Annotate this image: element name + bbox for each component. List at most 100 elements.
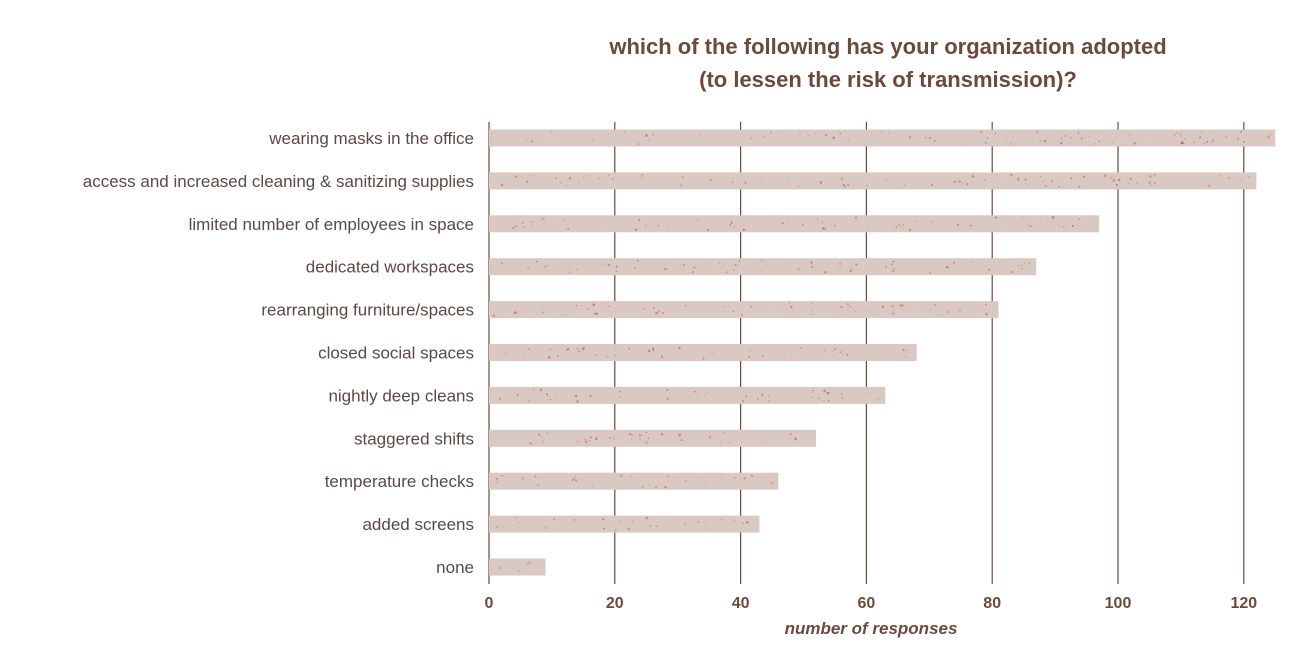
bar-speckle xyxy=(902,349,905,352)
bar-speckle xyxy=(1267,135,1270,139)
bar-speckle xyxy=(734,263,737,267)
bar-speckle xyxy=(702,357,705,360)
bar-speckle xyxy=(586,174,588,176)
bar-speckle xyxy=(549,130,552,133)
bar-speckle xyxy=(573,519,576,521)
bar-speckle xyxy=(523,226,526,228)
bar-speckle xyxy=(586,308,589,310)
bar-speckle xyxy=(953,180,956,183)
bar-speckle xyxy=(1007,260,1009,262)
bar-speckle xyxy=(801,224,804,226)
category-labels: wearing masks in the office access and in… xyxy=(83,129,474,577)
bar-speckle xyxy=(850,267,853,269)
bar-speckle xyxy=(928,137,931,139)
bar-speckle xyxy=(614,529,617,532)
bar-speckle xyxy=(720,475,722,477)
x-tick-label-60: 60 xyxy=(858,595,876,612)
bar-speckle xyxy=(525,180,529,183)
bar-speckle xyxy=(504,352,507,355)
bar-speckle xyxy=(901,223,905,227)
bar-speckle xyxy=(791,355,793,357)
bar-speckle xyxy=(854,216,858,219)
bar-speckle xyxy=(627,527,630,531)
bar-speckle xyxy=(578,440,580,443)
bar-speckle xyxy=(788,302,791,304)
x-tick-label-40: 40 xyxy=(732,595,750,612)
bar-speckle xyxy=(994,175,996,177)
bar-speckle xyxy=(620,474,623,477)
bar-speckle xyxy=(784,357,786,359)
bar-speckle xyxy=(848,138,850,140)
bar-speckle xyxy=(1082,175,1085,178)
bar-speckle xyxy=(867,175,869,177)
bar-speckle xyxy=(515,516,518,519)
bar-speckle xyxy=(525,138,528,141)
bar-speckle xyxy=(666,397,669,401)
bar-speckle xyxy=(638,434,642,437)
bar-speckle xyxy=(576,269,578,271)
bar-speckle xyxy=(746,521,749,524)
bar-speckle xyxy=(1112,142,1114,144)
bar-speckle xyxy=(880,131,882,133)
bar-speckle xyxy=(491,132,493,134)
bar-speckle xyxy=(592,303,596,306)
bar-speckle xyxy=(530,221,533,223)
bar-speckle xyxy=(1062,225,1065,228)
bar-texture-5 xyxy=(504,346,908,360)
bar-speckle xyxy=(1009,142,1012,145)
bar-speckle xyxy=(1127,182,1130,185)
bar-speckle xyxy=(560,181,562,184)
bar-speckle xyxy=(1145,135,1147,137)
bar-speckle xyxy=(1042,180,1044,183)
bar-speckle xyxy=(681,268,684,271)
bar-speckle xyxy=(909,224,911,226)
bar-speckle xyxy=(1093,142,1096,145)
bar-speckle xyxy=(562,219,565,221)
bar-speckle xyxy=(575,305,578,307)
bar-speckle xyxy=(1193,141,1195,143)
bar-speckle xyxy=(636,259,639,262)
bar-speckle xyxy=(1051,216,1055,219)
bar-speckle xyxy=(947,310,950,314)
bar-speckle xyxy=(553,132,555,134)
bar-speckle xyxy=(614,311,616,313)
bar-speckle xyxy=(854,310,857,312)
bar-speckle xyxy=(878,399,880,401)
bar-speckle xyxy=(1028,262,1031,265)
bar-speckle xyxy=(985,312,988,316)
bar-speckle xyxy=(761,220,763,222)
bar-speckle xyxy=(630,433,633,436)
bar-speckle xyxy=(761,269,763,271)
bar-speckle xyxy=(522,353,524,355)
bar-6 xyxy=(489,386,886,404)
bar-speckle xyxy=(696,396,698,398)
bar-speckle xyxy=(541,436,543,439)
bar-speckle xyxy=(971,175,975,178)
bar-speckle xyxy=(698,133,700,135)
bar-speckle xyxy=(707,228,710,232)
category-label-2: limited number of employees in space xyxy=(189,215,474,234)
bar-speckle xyxy=(868,225,869,227)
bar-speckle xyxy=(1228,176,1231,180)
bar-speckle xyxy=(934,186,936,188)
bar-speckle xyxy=(718,262,720,265)
bar-speckle xyxy=(731,181,734,184)
bar-speckle xyxy=(733,226,736,229)
bar-speckle xyxy=(847,183,850,186)
bar-speckle xyxy=(1203,142,1206,145)
bar-speckle xyxy=(631,439,632,441)
bar-speckle xyxy=(903,308,905,310)
bar-speckle xyxy=(1056,142,1058,144)
bar-speckle xyxy=(680,184,683,187)
bar-speckle xyxy=(605,523,607,525)
bar-speckle xyxy=(515,175,518,178)
bar-speckle xyxy=(806,354,809,356)
bar-speckle xyxy=(723,432,725,434)
bar-speckle xyxy=(810,313,812,315)
bar-speckle xyxy=(963,143,965,145)
bar-speckle xyxy=(872,313,874,315)
bar-speckle xyxy=(934,304,936,306)
bar-speckle xyxy=(644,431,647,434)
category-label-1: access and increased cleaning & sanitizi… xyxy=(83,172,474,191)
bar-speckle xyxy=(750,137,753,140)
